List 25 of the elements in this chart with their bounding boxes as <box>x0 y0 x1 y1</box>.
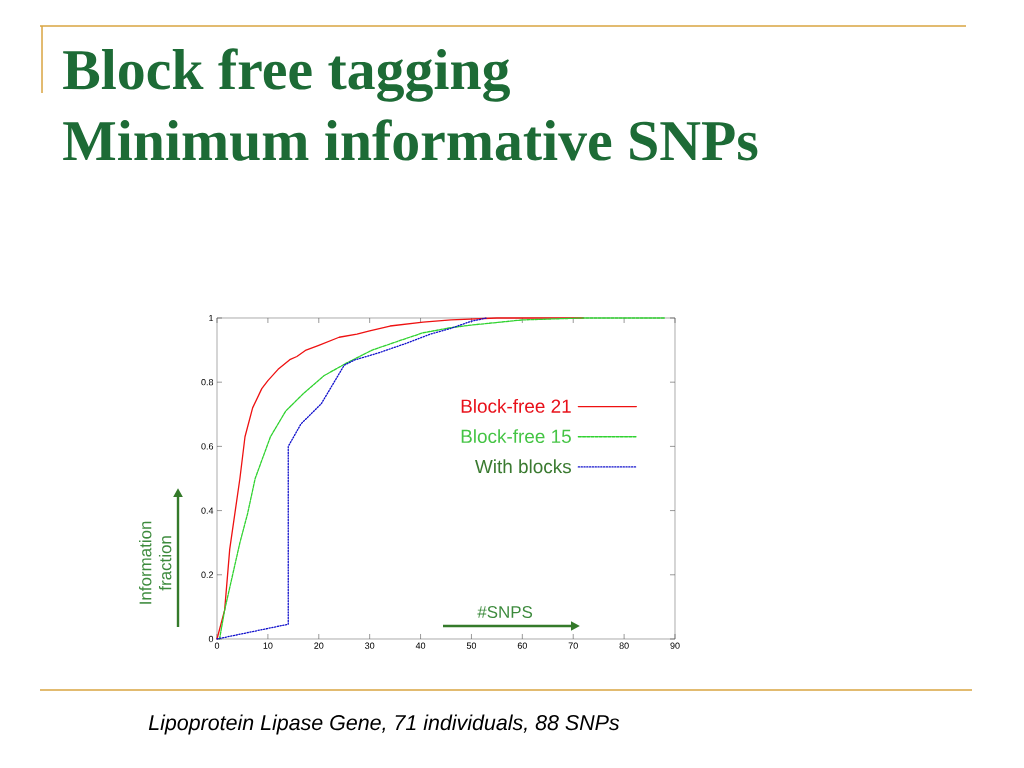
y-tick-label: 0.8 <box>201 379 214 386</box>
x-tick-label: 80 <box>619 642 629 649</box>
y-axis-title: Information fraction <box>139 521 172 604</box>
line-series <box>218 317 666 640</box>
y-tick-label: 0.4 <box>201 507 214 514</box>
x-tick-label: 50 <box>466 642 477 649</box>
legend-label: Block-free 15 <box>461 429 571 444</box>
x-tick-label: 90 <box>670 642 680 649</box>
text: Lipoprotein Lipase Gene, 71 individuals, 88 SNPs <box>148 714 620 735</box>
x-tick-label: 30 <box>365 642 375 649</box>
legend-label: Block-free 21 <box>461 398 571 413</box>
y-tick-label: 0.2 <box>201 571 214 578</box>
y-tick-label: 0 <box>208 635 214 643</box>
y-tick-label: 0.6 <box>201 443 214 450</box>
x-tick-label: 20 <box>314 642 324 649</box>
x-tick-label: 70 <box>568 642 578 649</box>
x-tick-label: 60 <box>517 642 527 649</box>
x-tick-label: 10 <box>263 642 273 649</box>
y-tick-label: 1 <box>209 314 214 322</box>
x-tick-label: 40 <box>415 642 426 649</box>
chart-title: Block free tagging <box>63 48 510 102</box>
legend-label: With blocks <box>475 459 571 474</box>
x-axis-title: #SNPS <box>477 606 533 619</box>
x-tick-label: 0 <box>214 642 220 649</box>
chart-subtitle: Minimum informative SNPs <box>63 119 758 161</box>
